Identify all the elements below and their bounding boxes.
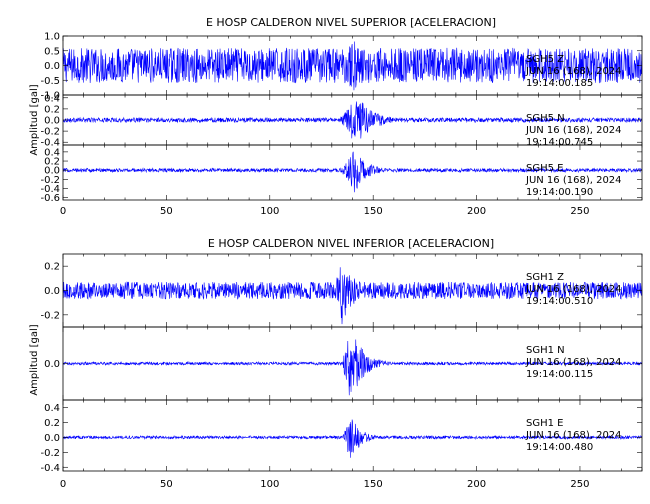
fig2-sgh1-n-ytick-label: 0.0 (44, 359, 60, 370)
fig2-sgh1-n-date-label: JUN 16 (168), 2024 (525, 357, 622, 368)
fig1-sgh5-e-ytick-label: 0.0 (44, 166, 60, 177)
fig2-sgh1-e-ytick-label: 0.2 (44, 418, 60, 429)
fig2-sgh1-z-time-label: 19:14:00.510 (526, 296, 593, 307)
fig1-xtick-label: 200 (467, 206, 486, 217)
fig1-sgh5-z-ytick-label: -1.0 (40, 91, 60, 102)
fig1-sgh5-e-ytick-label: 0.4 (44, 147, 60, 158)
fig2-sgh1-e-station-label: SGH1 E (526, 418, 563, 429)
fig2-xtick-label: 200 (467, 479, 486, 490)
fig1-sgh5-z-ytick-label: 0.0 (44, 61, 60, 72)
fig1-sgh5-n-ytick-label: 0.0 (44, 116, 60, 127)
fig1-sgh5-n-ytick-label: 0.4 (44, 93, 60, 104)
fig1-sgh5-e-ytick-label: 0.2 (44, 157, 60, 168)
fig1-sgh5-n-date-label: JUN 16 (168), 2024 (525, 125, 622, 136)
fig2-xtick-label: 0 (60, 479, 66, 490)
lower-level-y-axis-label: Amplitud [gal] (29, 324, 40, 395)
fig2-sgh1-e-trace (63, 419, 642, 458)
fig1-sgh5-z-ytick-label: -0.5 (40, 76, 60, 87)
fig2-xtick-label: 100 (260, 479, 279, 490)
fig1-sgh5-z-date-label: JUN 16 (168), 2024 (525, 66, 622, 77)
upper-level-y-axis-label: Amplitud [gal] (29, 84, 40, 155)
fig1-xtick-label: 0 (60, 206, 66, 217)
fig2-sgh1-n-trace (63, 339, 642, 396)
fig1-sgh5-e-ytick-label: -0.2 (40, 175, 60, 186)
fig2-xtick-label: 50 (160, 479, 173, 490)
fig2-sgh1-n-station-label: SGH1 N (526, 345, 565, 356)
fig1-sgh5-z-ytick-label: 1.0 (44, 32, 60, 43)
fig1-sgh5-n-trace (63, 101, 642, 139)
fig2-sgh1-z-station-label: SGH1 Z (526, 272, 564, 283)
fig1-sgh5-e-ytick-label: -0.4 (40, 184, 60, 195)
upper-level-title: E HOSP CALDERON NIVEL SUPERIOR [ACELERAC… (206, 16, 496, 29)
fig2-sgh1-n-time-label: 19:14:00.115 (526, 369, 593, 380)
fig1-sgh5-e-date-label: JUN 16 (168), 2024 (525, 175, 622, 186)
fig1-sgh5-e-time-label: 19:14:00.190 (526, 187, 593, 198)
fig2-sgh1-e-ytick-label: 0.0 (44, 433, 60, 444)
fig2-sgh1-e-ytick-label: -0.2 (40, 448, 60, 459)
fig2-sgh1-e-ytick-label: -0.4 (40, 463, 60, 474)
fig1-sgh5-n-ytick-label: -0.4 (40, 138, 60, 149)
fig1-sgh5-z-time-label: 19:14:00.185 (526, 78, 593, 89)
fig2-xtick-label: 150 (364, 479, 383, 490)
fig1-sgh5-e-trace (63, 151, 642, 193)
fig1-sgh5-z-trace (63, 41, 642, 91)
fig1-sgh5-z-station-label: SGH5 Z (526, 54, 564, 65)
fig2-sgh1-z-trace (63, 267, 642, 325)
fig1-sgh5-n-ytick-label: -0.2 (40, 127, 60, 138)
fig1-sgh5-n-station-label: SGH5 N (526, 113, 565, 124)
fig1-xtick-label: 150 (364, 206, 383, 217)
fig1-sgh5-e-station-label: SGH5 E (526, 163, 563, 174)
upper-level-figure: E HOSP CALDERON NIVEL SUPERIOR [ACELERAC… (29, 16, 643, 217)
fig1-sgh5-n-time-label: 19:14:00.745 (526, 137, 593, 148)
fig2-sgh1-e-date-label: JUN 16 (168), 2024 (525, 430, 622, 441)
fig2-sgh1-z-date-label: JUN 16 (168), 2024 (525, 284, 622, 295)
fig1-sgh5-z-ytick-label: 0.5 (44, 46, 60, 57)
fig2-sgh1-e-time-label: 19:14:00.480 (526, 442, 593, 453)
fig2-sgh1-z-ytick-label: 0.2 (44, 262, 60, 273)
fig2-sgh1-e-ytick-label: 0.4 (44, 403, 60, 414)
fig1-xtick-label: 50 (160, 206, 173, 217)
fig2-xtick-label: 250 (570, 479, 589, 490)
fig2-sgh1-z-ytick-label: 0.0 (44, 286, 60, 297)
fig1-sgh5-n-ytick-label: 0.2 (44, 104, 60, 115)
fig1-xtick-label: 100 (260, 206, 279, 217)
fig2-sgh1-z-ytick-label: -0.2 (40, 310, 60, 321)
fig1-xtick-label: 250 (570, 206, 589, 217)
fig1-sgh5-e-ytick-label: -0.6 (40, 193, 60, 204)
lower-level-figure: E HOSP CALDERON NIVEL INFERIOR [ACELERAC… (29, 237, 643, 490)
lower-level-title: E HOSP CALDERON NIVEL INFERIOR [ACELERAC… (208, 237, 494, 250)
